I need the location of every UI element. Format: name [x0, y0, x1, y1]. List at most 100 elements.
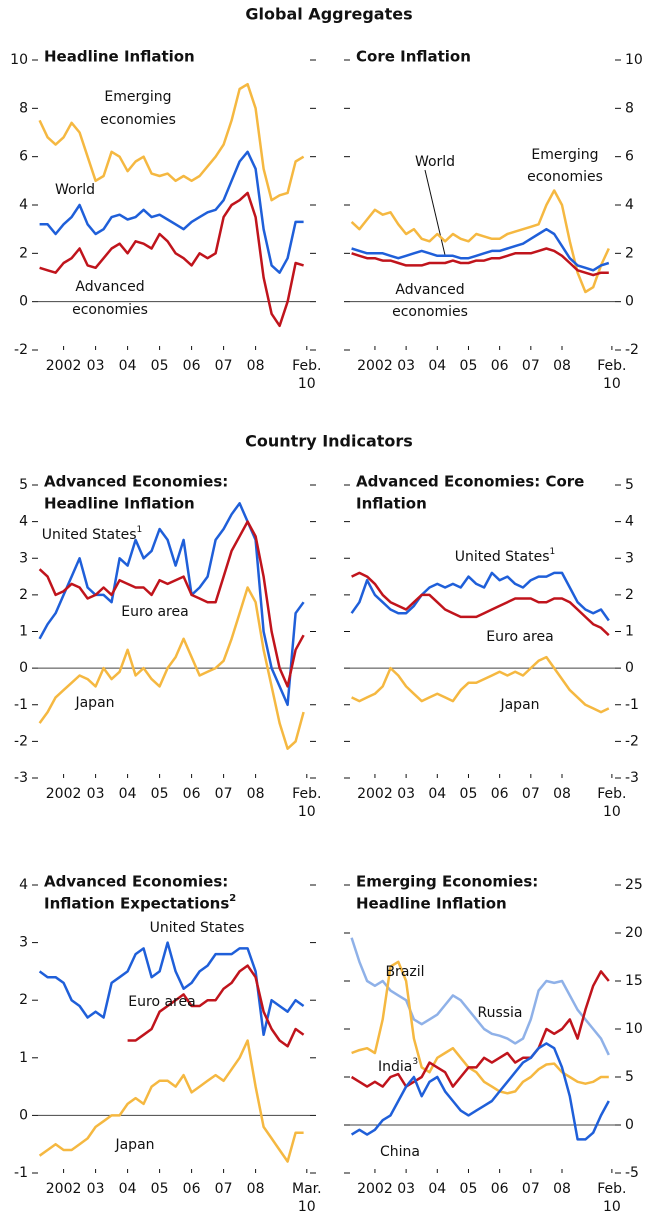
series-label-superscript: 1 — [137, 525, 143, 535]
y-tick-label: 8 — [19, 100, 28, 116]
y-tick-label: 4 — [19, 877, 28, 893]
x-tick-label: 2002 — [357, 786, 393, 802]
series-line — [350, 1042, 610, 1141]
series-label: World — [55, 182, 95, 198]
series-label: Japan — [499, 697, 539, 713]
y-tick-label: 25 — [625, 877, 643, 893]
x-tick-label: 05 — [460, 358, 478, 374]
y-tick-label: 0 — [625, 294, 634, 310]
y-tick-label: 10 — [625, 52, 643, 68]
x-tick-label: 05 — [151, 358, 169, 374]
series-line — [351, 227, 610, 272]
series-label-text: economies — [527, 169, 603, 185]
series-label-text: World — [415, 154, 455, 170]
y-tick-label: 6 — [19, 149, 28, 165]
series-label-text: Euro area — [121, 604, 188, 620]
series-line — [350, 937, 610, 1056]
section-title: Country Indicators — [245, 432, 413, 451]
series-label-text: economies — [100, 112, 176, 128]
series-label-text: Japan — [114, 1137, 154, 1153]
x-tick-label: 05 — [460, 1181, 478, 1197]
x-tick-label: 2002 — [46, 358, 82, 374]
x-tick-label: 03 — [87, 358, 105, 374]
series-line — [351, 960, 609, 1095]
y-tick-label: 2 — [625, 587, 634, 603]
y-tick-label: 0 — [625, 660, 634, 676]
series-label-text: Brazil — [385, 964, 424, 980]
x-tick-label: Feb. 10 — [597, 786, 626, 820]
y-tick-label: 3 — [19, 935, 28, 951]
series-label-text: China — [380, 1144, 420, 1160]
panel-title: Advanced Economies: Core — [356, 473, 584, 491]
x-tick-label: 03 — [87, 786, 105, 802]
series-label: Euro area — [128, 994, 195, 1010]
y-tick-label: -3 — [625, 770, 639, 786]
x-tick-label: 08 — [247, 1181, 265, 1197]
x-tick-label: 07 — [522, 1181, 540, 1197]
series-line — [38, 520, 305, 688]
y-tick-label: -5 — [625, 1165, 639, 1181]
series-label-text: Emerging — [104, 89, 171, 105]
series-label-text: Russia — [477, 1005, 522, 1021]
series-label: Russia — [477, 1005, 522, 1021]
series-line — [127, 964, 305, 1048]
series-label: Brazil — [385, 964, 424, 980]
series-label-text: Japan — [499, 697, 539, 713]
series-line — [351, 655, 610, 714]
y-tick-label: 2 — [19, 245, 28, 261]
y-tick-label: 5 — [625, 1069, 634, 1085]
series-label-text: economies — [392, 304, 468, 320]
series-label: Advanced — [75, 279, 144, 295]
x-tick-label: 05 — [151, 786, 169, 802]
series-label-superscript: 3 — [412, 1057, 418, 1067]
x-tick-label: 03 — [397, 786, 415, 802]
x-tick-label: 06 — [491, 1181, 509, 1197]
title-superscript: 2 — [229, 893, 236, 904]
x-tick-label: 2002 — [46, 1181, 82, 1197]
y-tick-label: 1 — [19, 624, 28, 640]
y-tick-label: 4 — [625, 197, 634, 213]
x-tick-label: 04 — [428, 358, 446, 374]
y-tick-label: -2 — [14, 733, 28, 749]
x-tick-label: Feb. 10 — [292, 786, 321, 820]
x-tick-label: 2002 — [357, 358, 393, 374]
series-label-superscript: 1 — [550, 547, 556, 557]
series-label: Emerging — [104, 89, 171, 105]
x-tick-label: 04 — [119, 786, 137, 802]
series-label: economies — [72, 302, 148, 318]
x-tick-label: 06 — [491, 358, 509, 374]
x-tick-label: 2002 — [46, 786, 82, 802]
y-tick-label: 5 — [625, 477, 634, 493]
series-label-text: United States — [42, 527, 137, 543]
series-label: Euro area — [121, 604, 188, 620]
x-tick-label: 07 — [215, 786, 233, 802]
x-tick-label: 08 — [553, 1181, 571, 1197]
y-tick-label: 1 — [625, 624, 634, 640]
x-tick-label: 08 — [247, 786, 265, 802]
x-tick-label: 06 — [183, 1181, 201, 1197]
series-line — [351, 247, 609, 277]
series-label: India3 — [378, 1057, 418, 1076]
series-label-text: Euro area — [486, 629, 553, 645]
x-tick-label: 07 — [522, 358, 540, 374]
y-tick-label: 0 — [19, 660, 28, 676]
series-line — [38, 502, 305, 707]
y-tick-label: -3 — [14, 770, 28, 786]
y-tick-label: 10 — [10, 52, 28, 68]
series-label: United States — [150, 920, 245, 936]
x-tick-label: Feb. 10 — [597, 358, 626, 392]
y-tick-label: -1 — [14, 697, 28, 713]
series-label-text: India — [378, 1059, 412, 1075]
series-label-text: United States — [150, 920, 245, 936]
x-tick-label: 06 — [183, 786, 201, 802]
series-label: economies — [100, 112, 176, 128]
x-tick-label: 04 — [119, 358, 137, 374]
series-line — [350, 571, 610, 622]
x-tick-label: 04 — [119, 1181, 137, 1197]
y-tick-label: -2 — [14, 342, 28, 358]
y-tick-label: 5 — [19, 477, 28, 493]
y-tick-label: -2 — [625, 733, 639, 749]
y-tick-label: 4 — [625, 514, 634, 530]
section-title: Global Aggregates — [245, 5, 412, 24]
panel-title: Advanced Economies: — [44, 873, 228, 891]
